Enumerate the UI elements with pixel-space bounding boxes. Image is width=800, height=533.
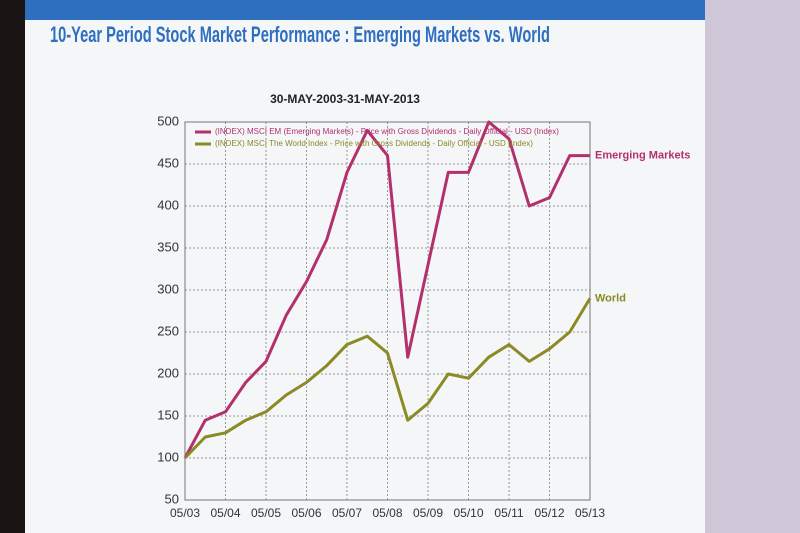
y-tick-label: 350: [157, 239, 179, 254]
stage-wall: [700, 0, 800, 533]
plot-frame: [184, 121, 591, 501]
x-tick-label: 05/08: [372, 506, 402, 520]
series-annotation: Emerging Markets: [595, 150, 690, 162]
x-tick-label: 05/12: [534, 506, 564, 520]
y-tick-label: 50: [165, 491, 179, 506]
x-tick-label: 05/04: [210, 506, 240, 520]
x-tick-label: 05/06: [291, 506, 321, 520]
x-tick-label: 05/10: [453, 506, 483, 520]
slide: [25, 0, 705, 533]
x-tick-label: 05/11: [494, 506, 523, 520]
legend-label: (INDEX) MSCI EM (Emerging Markets) - Pri…: [215, 127, 559, 136]
slide-header-bar: [25, 0, 705, 20]
series-line: [183, 120, 590, 459]
x-tick-label: 05/05: [251, 506, 281, 520]
y-tick-label: 500: [157, 113, 179, 128]
y-tick-label: 400: [157, 197, 179, 212]
y-tick-label: 450: [157, 155, 179, 170]
y-tick-label: 250: [157, 323, 179, 338]
series-annotation: World: [595, 292, 626, 304]
y-tick-label: 100: [157, 449, 179, 464]
chart-title: 10-Year Period Stock Market Performance …: [50, 22, 550, 47]
y-tick-label: 150: [157, 407, 179, 422]
series-line: [183, 297, 592, 460]
y-tick-label: 300: [157, 281, 179, 296]
y-tick-label: 200: [157, 365, 179, 380]
x-tick-label: 05/07: [332, 506, 362, 520]
x-tick-label: 05/13: [575, 506, 605, 520]
legend-label: (INDEX) MSCI The World Index - Price wit…: [215, 139, 533, 148]
x-tick-label: 05/03: [170, 506, 200, 520]
chart-subtitle: 30-MAY-2003-31-MAY-2013: [270, 92, 420, 106]
x-tick-label: 05/09: [413, 506, 443, 520]
